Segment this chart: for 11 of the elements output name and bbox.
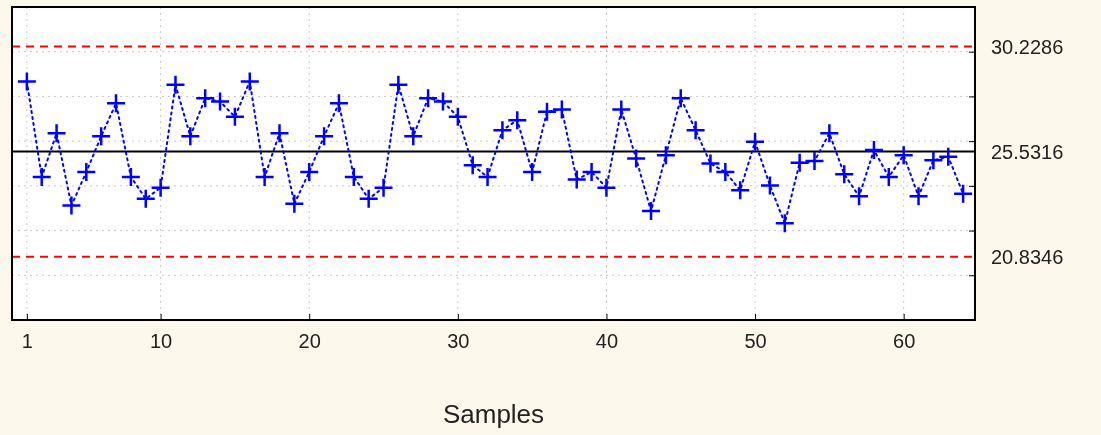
x-tick-label: 40: [595, 330, 619, 353]
x-tick-label: 20: [298, 330, 321, 353]
x-tick-label: 1: [21, 330, 33, 353]
ref-line-label: 25.5316: [991, 140, 1064, 163]
x-tick-label: 50: [744, 330, 767, 353]
x-axis-title: Samples: [442, 399, 545, 429]
x-tick-label: 10: [149, 330, 173, 353]
x-tick-label: 60: [893, 330, 916, 353]
ref-line-label: 30.2286: [991, 35, 1064, 58]
ref-line-label: 20.8346: [991, 245, 1064, 268]
x-tick-label: 30: [447, 330, 470, 353]
